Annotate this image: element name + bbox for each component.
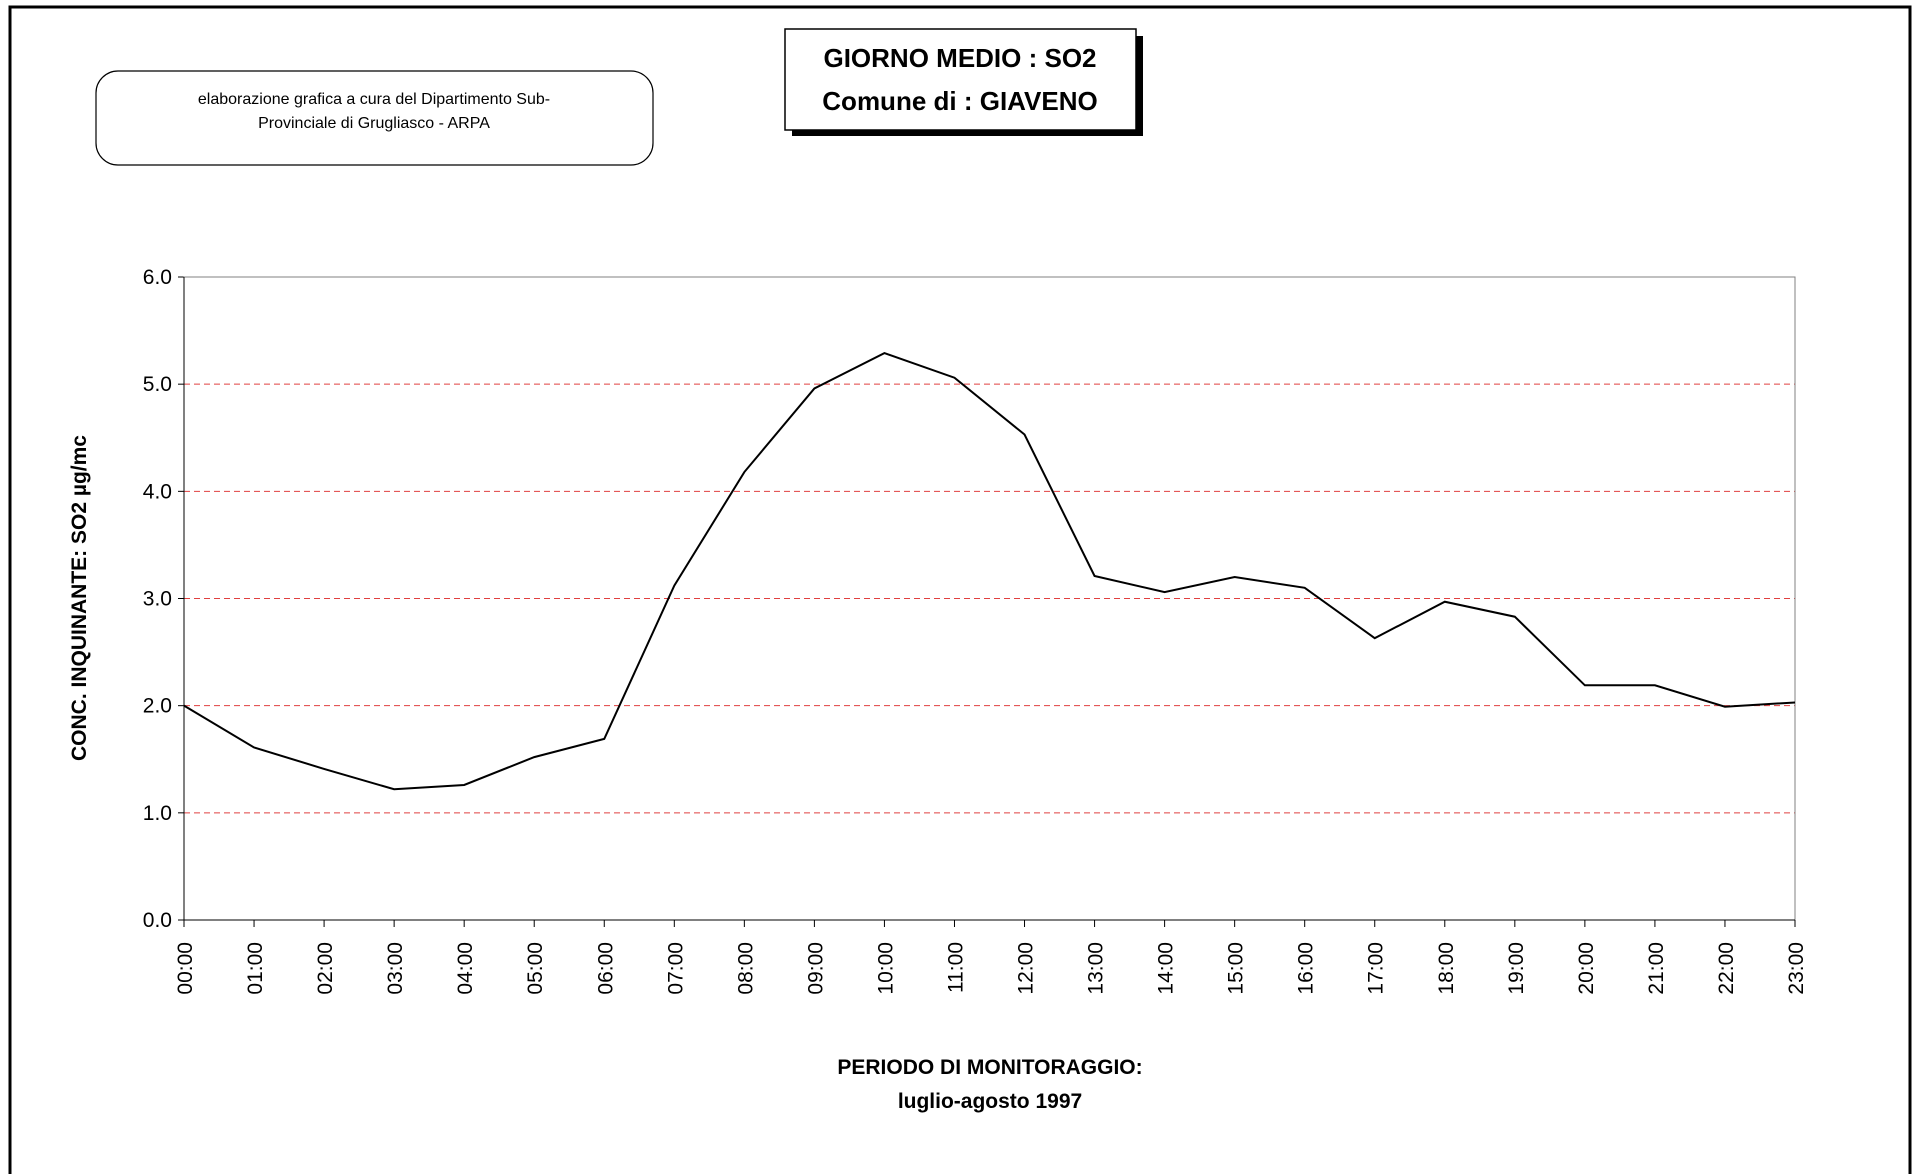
x-tick-label: 03:00 <box>384 942 407 995</box>
x-tick-label: 22:00 <box>1715 942 1738 995</box>
y-tick-label: 6.0 <box>143 266 172 289</box>
x-tick-label: 15:00 <box>1225 942 1248 995</box>
note-line: elaborazione grafica a cura del Dipartim… <box>198 91 550 108</box>
x-tick-label: 07:00 <box>664 942 687 995</box>
x-tick-label: 09:00 <box>804 942 827 995</box>
frame <box>8 5 1912 1174</box>
x-tick-label: 05:00 <box>524 942 547 995</box>
x-tick-label: 13:00 <box>1085 942 1108 995</box>
x-tick-label: 11:00 <box>944 942 967 993</box>
x-tick-label: 10:00 <box>874 942 897 995</box>
y-tick-label: 5.0 <box>143 373 172 396</box>
x-tick-label: 16:00 <box>1295 942 1318 995</box>
x-tick-label: 01:00 <box>244 942 267 995</box>
x-tick-label: 19:00 <box>1505 942 1528 995</box>
x-tick-label: 08:00 <box>734 942 757 995</box>
x-tick-label: 12:00 <box>1015 942 1038 995</box>
note-line: Provinciale di Grugliasco - ARPA <box>258 115 490 132</box>
x-tick-label: 14:00 <box>1155 942 1178 995</box>
chart-title: GIORNO MEDIO : SO2 <box>823 43 1096 73</box>
x-axis-label: luglio-agosto 1997 <box>898 1090 1082 1113</box>
y-tick-label: 4.0 <box>143 480 172 503</box>
y-tick-label: 0.0 <box>143 909 172 932</box>
x-tick-label: 23:00 <box>1785 942 1808 995</box>
y-tick-label: 1.0 <box>143 802 172 825</box>
x-tick-label: 21:00 <box>1645 942 1668 995</box>
x-tick-label: 17:00 <box>1365 942 1388 995</box>
x-axis-label: PERIODO DI MONITORAGGIO: <box>837 1056 1142 1079</box>
x-tick-label: 02:00 <box>314 942 337 995</box>
y-tick-label: 2.0 <box>143 695 172 718</box>
x-tick-label: 04:00 <box>454 942 477 995</box>
x-tick-label: 20:00 <box>1575 942 1598 995</box>
title-box <box>784 28 1137 131</box>
x-tick-label: 00:00 <box>174 942 197 995</box>
data-line <box>183 352 1796 791</box>
chart-title: Comune di : GIAVENO <box>822 86 1097 116</box>
y-axis-label: CONC. INQUINANTE: SO2 µg/mc <box>68 435 91 761</box>
x-tick-label: 18:00 <box>1435 942 1458 995</box>
x-tick-label: 06:00 <box>594 942 617 995</box>
note-box <box>95 70 654 166</box>
y-tick-label: 3.0 <box>143 588 172 611</box>
